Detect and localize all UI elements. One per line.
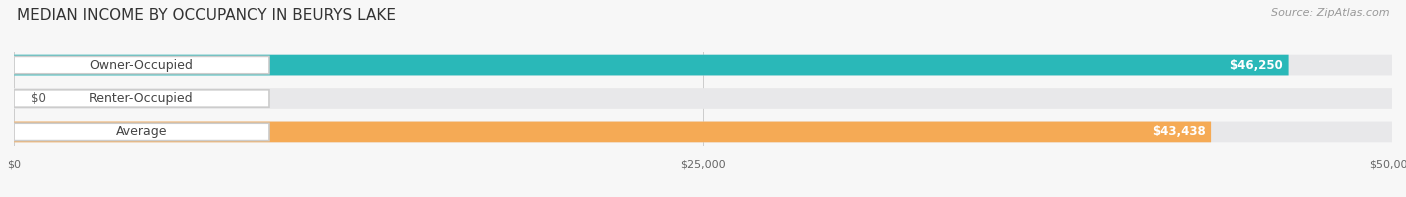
Text: Average: Average xyxy=(115,125,167,138)
FancyBboxPatch shape xyxy=(14,123,269,141)
Text: $0: $0 xyxy=(31,92,45,105)
Text: MEDIAN INCOME BY OCCUPANCY IN BEURYS LAKE: MEDIAN INCOME BY OCCUPANCY IN BEURYS LAK… xyxy=(17,8,396,23)
Text: Renter-Occupied: Renter-Occupied xyxy=(89,92,194,105)
FancyBboxPatch shape xyxy=(14,122,1211,142)
Text: $46,250: $46,250 xyxy=(1229,59,1284,72)
FancyBboxPatch shape xyxy=(14,56,269,74)
Text: Source: ZipAtlas.com: Source: ZipAtlas.com xyxy=(1271,8,1389,18)
Text: $43,438: $43,438 xyxy=(1152,125,1205,138)
Text: Owner-Occupied: Owner-Occupied xyxy=(90,59,194,72)
FancyBboxPatch shape xyxy=(14,90,269,107)
FancyBboxPatch shape xyxy=(14,88,1392,109)
FancyBboxPatch shape xyxy=(14,122,1392,142)
FancyBboxPatch shape xyxy=(14,55,1289,75)
FancyBboxPatch shape xyxy=(14,55,1392,75)
